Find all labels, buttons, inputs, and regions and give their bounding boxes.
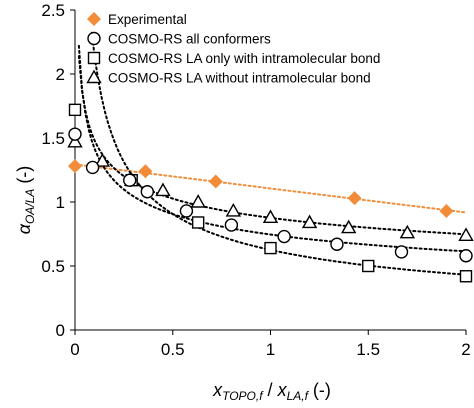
y-tick-label: 1.5 — [41, 129, 65, 148]
legend-label: COSMO-RS LA without intramolecular bond — [108, 71, 371, 86]
x-tick-label: 0.5 — [161, 340, 185, 359]
x-tick-label: 1 — [266, 340, 275, 359]
x-axis-separator: / — [263, 380, 278, 400]
data-point-circle — [85, 160, 100, 175]
data-point-diamond — [347, 191, 362, 206]
y-axis-unit: (-) — [14, 166, 34, 189]
data-point-triangle — [262, 209, 279, 224]
data-point-diamond — [138, 164, 153, 179]
y-axis-subscript: OA/LA — [23, 189, 37, 224]
data-point-triangle — [155, 182, 171, 197]
legend-label: COSMO-RS LA only with intramolecular bon… — [108, 51, 380, 66]
x-axis-subscript-1: TOPO,f — [222, 389, 264, 403]
data-point-circle — [394, 245, 409, 259]
data-point-square — [191, 216, 205, 229]
data-point-triangle — [94, 153, 111, 167]
y-tick-label: 1 — [56, 193, 65, 212]
x-axis-symbol-1: x — [212, 380, 223, 400]
y-tick-label: 0 — [56, 321, 65, 340]
x-axis-symbol-2: x — [277, 380, 288, 400]
axes-layer: 0 0.5 1 1.5 2 2.5 0 0.5 1 1.5 2 — [41, 1, 470, 359]
legend-label: COSMO-RS all conformers — [108, 32, 271, 47]
y-tick-label: 0.5 — [41, 257, 65, 276]
data-point-circle — [277, 229, 291, 244]
y-tick-label: 2 — [56, 65, 65, 84]
legend-marker-square — [87, 51, 101, 65]
legend-marker-diamond — [87, 12, 101, 26]
trendline — [74, 163, 467, 214]
data-point-diamond — [208, 174, 223, 189]
data-point-circle — [224, 218, 239, 232]
data-point-circle — [68, 127, 82, 141]
x-axis-unit: (-) — [308, 380, 331, 400]
y-axis-title: αOA/LA (-) — [14, 166, 37, 235]
data-point-triangle — [458, 227, 474, 241]
data-point-triangle — [301, 214, 318, 229]
data-point-circle — [123, 173, 137, 187]
data-point-triangle — [399, 224, 416, 239]
x-axis-title: xTOPO,f / xLA,f (-) — [212, 380, 331, 403]
legend-marker-triangle — [86, 69, 102, 84]
legend: Experimental COSMO-RS all conformers COSMO… — [86, 12, 380, 86]
x-axis-subscript-2: LA,f — [287, 389, 310, 403]
data-point-square — [264, 241, 277, 255]
trendline — [90, 31, 467, 276]
data-point-triangle — [67, 133, 83, 148]
x-tick-label: 2 — [461, 340, 470, 359]
data-point-diamond — [68, 159, 82, 174]
x-tick-label: 1.5 — [356, 340, 380, 359]
data-point-triangle — [190, 194, 206, 208]
data-point-circle — [459, 249, 473, 263]
y-tick-label: 2.5 — [41, 1, 65, 20]
data-point-triangle — [225, 203, 242, 217]
x-tick-label: 0 — [70, 340, 79, 359]
data-point-square — [68, 103, 82, 117]
data-point-circle — [330, 237, 344, 251]
legend-marker-circle — [87, 31, 101, 46]
y-axis-symbol: α — [14, 223, 34, 234]
data-point-square — [459, 270, 473, 283]
data-point-diamond — [439, 203, 454, 218]
data-point-circle — [140, 185, 155, 199]
legend-label: Experimental — [108, 12, 187, 27]
data-point-square — [362, 259, 375, 273]
marker-layer — [67, 103, 474, 283]
data-point-triangle — [341, 219, 357, 234]
data-point-circle — [179, 204, 194, 218]
